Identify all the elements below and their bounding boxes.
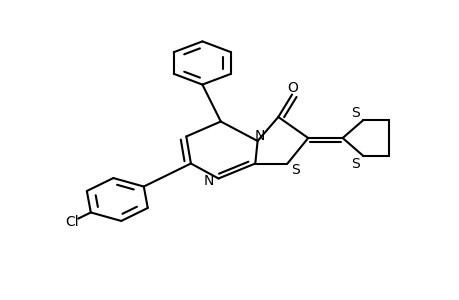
Text: Cl: Cl bbox=[65, 215, 78, 229]
Text: N: N bbox=[203, 174, 213, 188]
Text: S: S bbox=[350, 157, 359, 170]
Text: S: S bbox=[291, 163, 300, 177]
Text: O: O bbox=[287, 81, 298, 95]
Text: N: N bbox=[254, 129, 264, 142]
Text: S: S bbox=[350, 106, 359, 120]
